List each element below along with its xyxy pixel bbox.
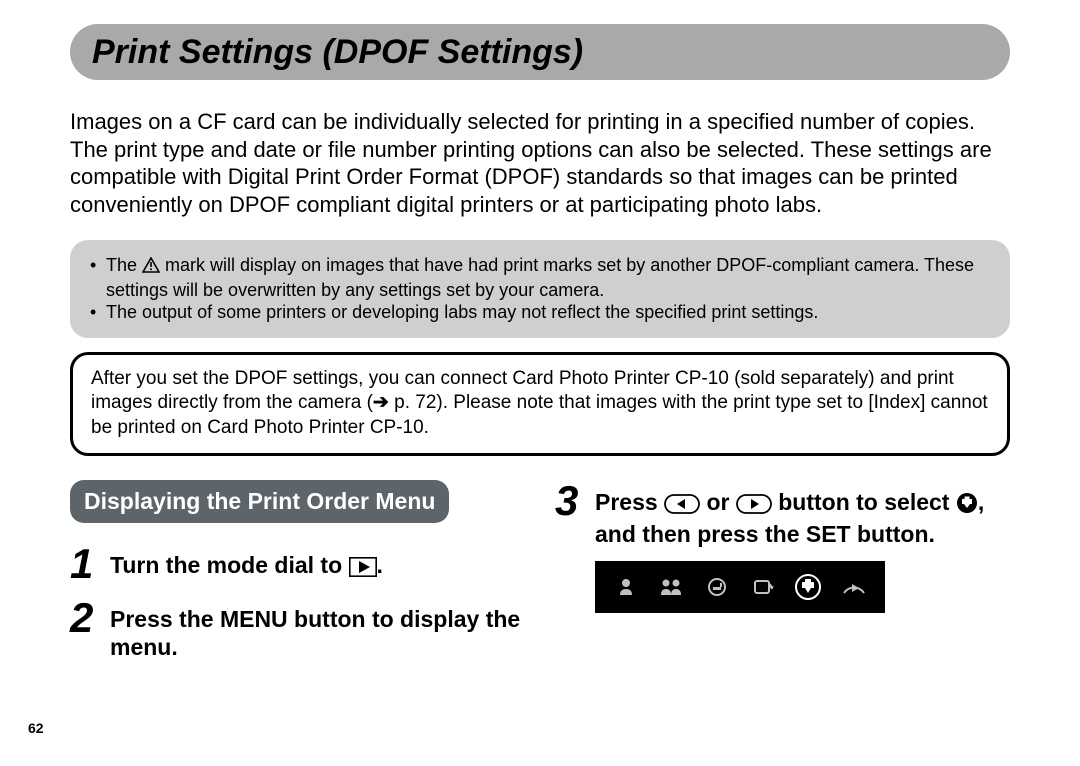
playback-mode-icon xyxy=(349,555,377,584)
step-number: 2 xyxy=(70,597,110,639)
right-arrow-button-icon xyxy=(736,492,772,521)
camera-menu-strip xyxy=(595,561,885,613)
note-box-outline: After you set the DPOF settings, you can… xyxy=(70,352,1010,456)
section-title-bar: Print Settings (DPOF Settings) xyxy=(70,24,1010,80)
note-text-1b: mark will display on images that have ha… xyxy=(106,255,974,300)
bullet-dot: • xyxy=(90,254,106,301)
menu-item-multi-icon xyxy=(654,570,688,604)
step-1-text-b: . xyxy=(377,552,383,578)
menu-item-protect-icon xyxy=(700,570,734,604)
right-column: 3 Press or button to select , and then p… xyxy=(555,480,1010,675)
note-bullet-1: • The mark will display on images that h… xyxy=(90,254,990,301)
intro-paragraph: Images on a CF card can be individually … xyxy=(70,108,1010,218)
step-3-text-b: or xyxy=(700,489,736,515)
steps-columns: Displaying the Print Order Menu 1 Turn t… xyxy=(70,480,1010,675)
step-3-text: Press or button to select , and then pre… xyxy=(595,480,1010,550)
step-2-text: Press the MENU button to display the men… xyxy=(110,597,525,663)
warning-triangle-icon xyxy=(142,256,160,279)
menu-item-print-order-icon xyxy=(791,570,825,604)
note-bullet-2: • The output of some printers or develop… xyxy=(90,301,990,324)
menu-item-single-icon xyxy=(609,570,643,604)
manual-page: Print Settings (DPOF Settings) Images on… xyxy=(0,0,1080,766)
step-3: 3 Press or button to select , and then p… xyxy=(555,480,1010,550)
page-number: 62 xyxy=(28,720,44,736)
note-text-1: The mark will display on images that hav… xyxy=(106,254,990,301)
step-3-text-a: Press xyxy=(595,489,664,515)
sub-heading-banner: Displaying the Print Order Menu xyxy=(70,480,449,523)
step-1: 1 Turn the mode dial to . xyxy=(70,543,525,585)
menu-item-slideshow-icon xyxy=(837,570,871,604)
left-arrow-button-icon xyxy=(664,492,700,521)
note-text-2: The output of some printers or developin… xyxy=(106,301,990,324)
step-1-text-a: Turn the mode dial to xyxy=(110,552,349,578)
step-2: 2 Press the MENU button to display the m… xyxy=(70,597,525,663)
left-column: Displaying the Print Order Menu 1 Turn t… xyxy=(70,480,525,675)
step-1-text: Turn the mode dial to . xyxy=(110,543,383,584)
note-text-1a: The xyxy=(106,255,142,275)
step-number: 3 xyxy=(555,480,595,522)
print-order-icon xyxy=(956,492,978,521)
bullet-dot: • xyxy=(90,301,106,324)
section-title: Print Settings (DPOF Settings) xyxy=(92,33,583,72)
arrow-right-icon: ➔ xyxy=(373,392,389,413)
menu-item-rotate-icon xyxy=(746,570,780,604)
note-box-gray: • The mark will display on images that h… xyxy=(70,240,1010,338)
step-3-text-c: button to select xyxy=(772,489,956,515)
outline-page-ref: p. 72 xyxy=(389,392,437,413)
step-number: 1 xyxy=(70,543,110,585)
